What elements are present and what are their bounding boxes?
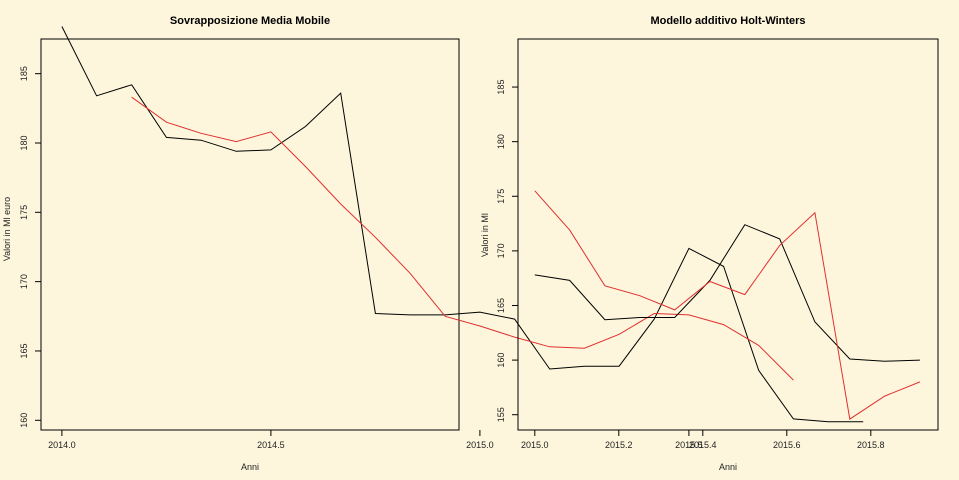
left-y-tick-label: 175 bbox=[19, 205, 29, 220]
right-chart-axes: 2015.0 2015.2 2015.4 2015.6 2015.8 155 160 165 1… bbox=[496, 80, 885, 450]
right-y-tick-label: 170 bbox=[496, 243, 506, 258]
right-chart-ylabel: Valori in Ml bbox=[480, 213, 490, 257]
right-chart-plot-area bbox=[517, 38, 939, 431]
left-chart-axes: 2014.0 2014.5 2015.0 2015.5 160 165 170 175 180 1… bbox=[19, 66, 703, 450]
right-chart-title: Modello additivo Holt-Winters bbox=[650, 15, 805, 27]
right-series-line-fitted bbox=[534, 190, 921, 420]
right-y-tick-label: 160 bbox=[496, 353, 506, 368]
left-x-tick-label: 2014.0 bbox=[48, 440, 76, 450]
right-series-line-observed bbox=[534, 224, 920, 362]
left-x-tick-label: 2014.5 bbox=[257, 440, 285, 450]
right-chart-panel: Modello additivo Holt-Winters Anni Valor… bbox=[480, 15, 939, 472]
left-y-tick-label: 185 bbox=[19, 66, 29, 81]
right-y-tick-label: 185 bbox=[496, 80, 506, 95]
left-chart-panel: Sovrapposizione Media Mobile Anni Valori… bbox=[2, 15, 864, 472]
left-y-tick-label: 170 bbox=[19, 274, 29, 289]
left-y-tick-label: 165 bbox=[19, 343, 29, 358]
left-y-tick-label: 160 bbox=[19, 413, 29, 428]
right-y-tick-label: 165 bbox=[496, 298, 506, 313]
right-x-tick-label: 2015.8 bbox=[857, 440, 885, 450]
right-x-tick-label: 2015.6 bbox=[773, 440, 801, 450]
left-chart-title: Sovrapposizione Media Mobile bbox=[170, 15, 330, 27]
right-chart-xlabel: Anni bbox=[719, 462, 737, 472]
left-chart-ylabel: Valori in Ml euro bbox=[2, 197, 12, 261]
right-x-tick-label: 2015.4 bbox=[689, 440, 717, 450]
right-x-tick-label: 2015.0 bbox=[521, 440, 549, 450]
left-y-tick-label: 180 bbox=[19, 135, 29, 150]
left-series-line-observed bbox=[61, 26, 864, 423]
left-chart-plot-area bbox=[40, 38, 460, 431]
right-y-tick-label: 175 bbox=[496, 189, 506, 204]
right-x-tick-label: 2015.2 bbox=[605, 440, 633, 450]
right-chart-series bbox=[534, 190, 921, 420]
left-chart-series bbox=[61, 26, 864, 423]
left-chart-xlabel: Anni bbox=[241, 462, 259, 472]
left-x-tick-label: 2015.0 bbox=[466, 440, 494, 450]
right-y-tick-label: 155 bbox=[496, 407, 506, 422]
right-y-tick-label: 180 bbox=[496, 134, 506, 149]
left-series-line-fitted bbox=[131, 96, 794, 381]
left-x-tick-label: 2015.5 bbox=[675, 440, 703, 450]
